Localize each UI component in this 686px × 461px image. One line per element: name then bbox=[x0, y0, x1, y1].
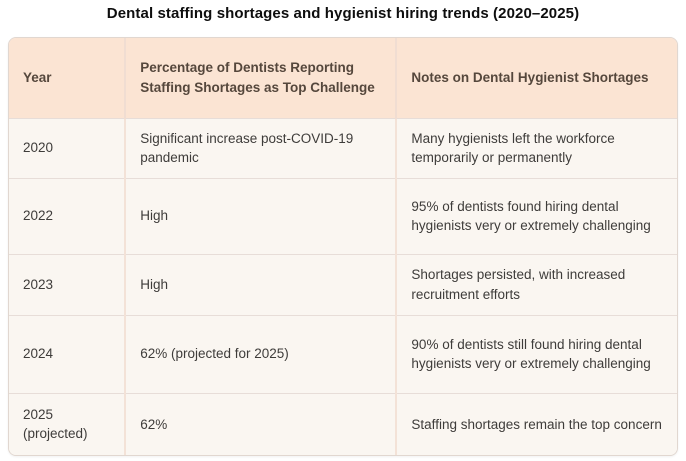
cell-percentage: Significant increase post-COVID-19 pande… bbox=[124, 117, 397, 179]
table-body: 2020 Significant increase post-COVID-19 … bbox=[9, 117, 677, 456]
cell-notes: 90% of dentists still found hiring denta… bbox=[395, 314, 677, 394]
column-header-year: Year bbox=[9, 38, 126, 118]
cell-year: 2022 bbox=[9, 177, 126, 255]
cell-notes: Many hygienists left the workforce tempo… bbox=[395, 117, 677, 179]
cell-notes: 95% of dentists found hiring dental hygi… bbox=[395, 177, 677, 255]
page-title: Dental staffing shortages and hygienist … bbox=[106, 5, 580, 22]
staffing-table: Year Percentage of Dentists Reporting St… bbox=[9, 38, 677, 456]
cell-notes: Staffing shortages remain the top concer… bbox=[395, 392, 677, 456]
table-row: 2024 62% (projected for 2025) 90% of den… bbox=[9, 314, 677, 394]
staffing-table-container: Year Percentage of Dentists Reporting St… bbox=[8, 37, 678, 457]
cell-percentage: High bbox=[124, 253, 397, 316]
cell-year: 2023 bbox=[9, 253, 126, 316]
table-row: 2023 High Shortages persisted, with incr… bbox=[9, 253, 677, 316]
cell-year: 2024 bbox=[9, 314, 126, 394]
column-header-notes: Notes on Dental Hygienist Shortages bbox=[395, 38, 677, 118]
header-row: Year Percentage of Dentists Reporting St… bbox=[9, 38, 677, 118]
cell-percentage: 62% bbox=[124, 392, 397, 456]
table-row: 2025 (projected) 62% Staffing shortages … bbox=[9, 392, 677, 456]
cell-percentage: High bbox=[124, 177, 397, 255]
table-header: Year Percentage of Dentists Reporting St… bbox=[9, 38, 677, 118]
column-header-percentage: Percentage of Dentists Reporting Staffin… bbox=[124, 38, 397, 118]
cell-notes: Shortages persisted, with increased recr… bbox=[395, 253, 677, 316]
table-row: 2022 High 95% of dentists found hiring d… bbox=[9, 177, 677, 255]
cell-year: 2020 bbox=[9, 117, 126, 179]
cell-percentage: 62% (projected for 2025) bbox=[124, 314, 397, 394]
cell-year: 2025 (projected) bbox=[9, 392, 126, 456]
table-row: 2020 Significant increase post-COVID-19 … bbox=[9, 117, 677, 179]
